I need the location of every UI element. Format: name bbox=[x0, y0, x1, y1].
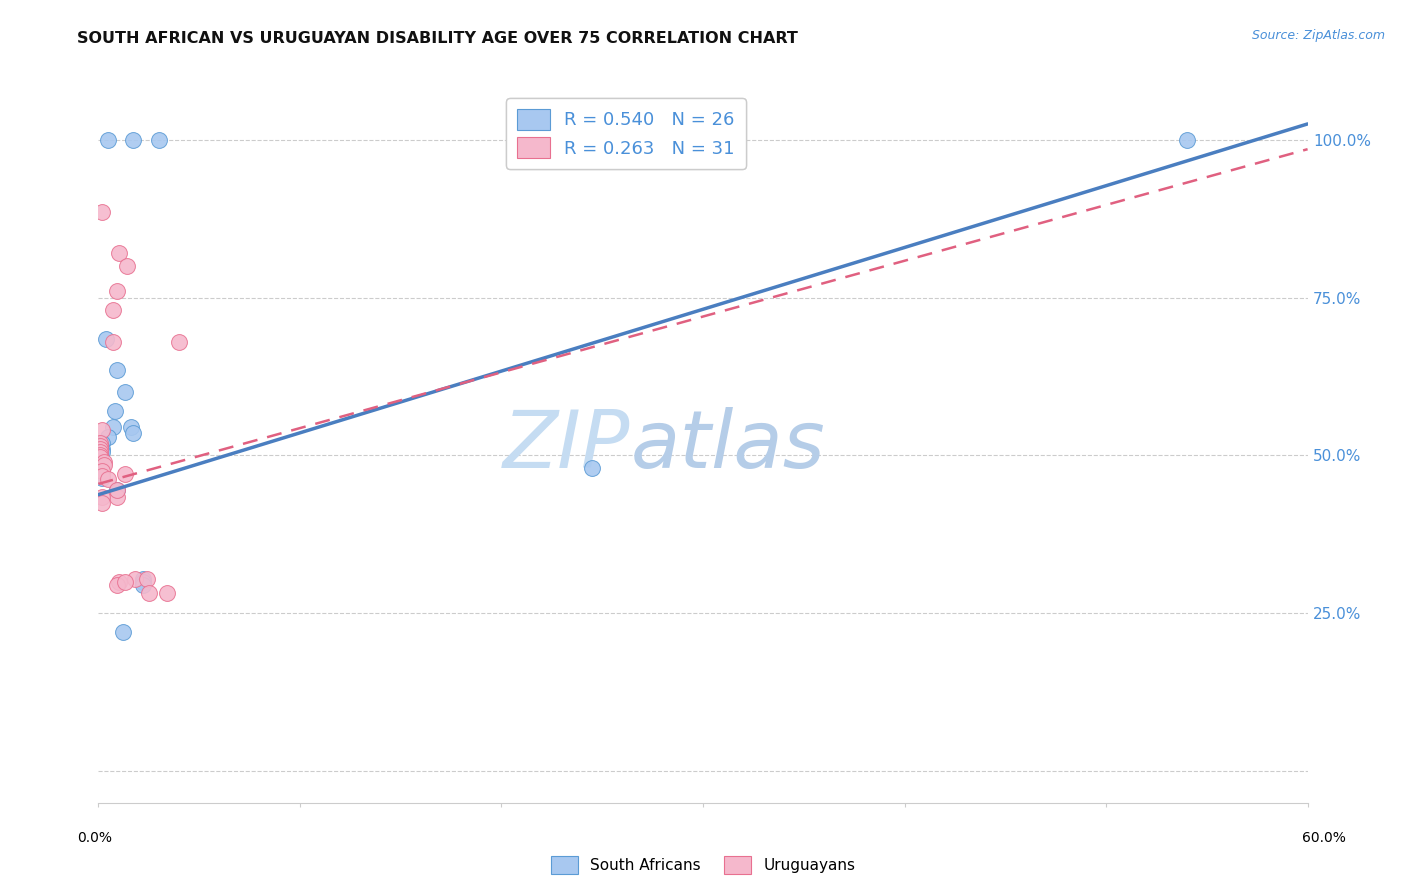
Point bbox=[91, 435, 114, 450]
Point bbox=[89, 445, 111, 459]
Point bbox=[89, 450, 111, 464]
Point bbox=[105, 483, 128, 498]
Point bbox=[101, 303, 124, 318]
Point bbox=[135, 572, 157, 586]
Point bbox=[89, 449, 111, 463]
Point bbox=[91, 496, 114, 510]
Point bbox=[124, 572, 146, 586]
Point bbox=[91, 468, 114, 483]
Point bbox=[120, 420, 142, 434]
Point bbox=[132, 574, 155, 589]
Point bbox=[107, 246, 129, 260]
Point bbox=[89, 435, 111, 450]
Point bbox=[105, 490, 128, 504]
Point bbox=[103, 404, 125, 418]
Point bbox=[101, 334, 124, 349]
Point bbox=[97, 429, 120, 443]
Text: SOUTH AFRICAN VS URUGUAYAN DISABILITY AGE OVER 75 CORRELATION CHART: SOUTH AFRICAN VS URUGUAYAN DISABILITY AG… bbox=[77, 31, 799, 46]
Point bbox=[581, 461, 603, 475]
Point bbox=[91, 470, 114, 484]
Point bbox=[89, 442, 111, 457]
Point bbox=[107, 574, 129, 589]
Point bbox=[114, 574, 136, 589]
Point bbox=[105, 578, 128, 592]
Point bbox=[114, 385, 136, 400]
Text: 0.0%: 0.0% bbox=[77, 831, 112, 846]
Point bbox=[89, 451, 111, 466]
Point bbox=[93, 458, 115, 472]
Point bbox=[96, 332, 118, 346]
Point bbox=[115, 259, 138, 273]
Point bbox=[91, 464, 114, 478]
Point bbox=[91, 464, 114, 478]
Point bbox=[105, 285, 128, 299]
Point bbox=[138, 586, 160, 600]
Point bbox=[121, 426, 143, 441]
Text: Source: ZipAtlas.com: Source: ZipAtlas.com bbox=[1251, 29, 1385, 42]
Point bbox=[132, 572, 155, 586]
Point bbox=[167, 334, 190, 349]
Point bbox=[89, 450, 111, 465]
Point bbox=[114, 467, 136, 482]
Point bbox=[148, 133, 170, 147]
Point bbox=[121, 133, 143, 147]
Point bbox=[156, 586, 179, 600]
Point bbox=[89, 439, 111, 453]
Point bbox=[91, 490, 114, 504]
Text: atlas: atlas bbox=[630, 407, 825, 485]
Point bbox=[101, 420, 124, 434]
Point bbox=[91, 205, 114, 219]
Point bbox=[105, 363, 128, 377]
Legend: R = 0.540   N = 26, R = 0.263   N = 31: R = 0.540 N = 26, R = 0.263 N = 31 bbox=[506, 98, 745, 169]
Point bbox=[89, 461, 111, 475]
Point bbox=[91, 423, 114, 437]
Legend: South Africans, Uruguayans: South Africans, Uruguayans bbox=[544, 850, 862, 880]
Point bbox=[97, 473, 120, 487]
Point bbox=[93, 455, 115, 469]
Point bbox=[111, 625, 134, 640]
Point bbox=[1175, 133, 1198, 147]
Text: 60.0%: 60.0% bbox=[1302, 831, 1346, 846]
Point bbox=[89, 449, 111, 463]
Point bbox=[91, 445, 114, 459]
Point bbox=[105, 483, 128, 498]
Point bbox=[91, 442, 114, 457]
Point bbox=[89, 455, 111, 469]
Text: ZIP: ZIP bbox=[503, 407, 630, 485]
Point bbox=[97, 133, 120, 147]
Point bbox=[132, 578, 155, 592]
